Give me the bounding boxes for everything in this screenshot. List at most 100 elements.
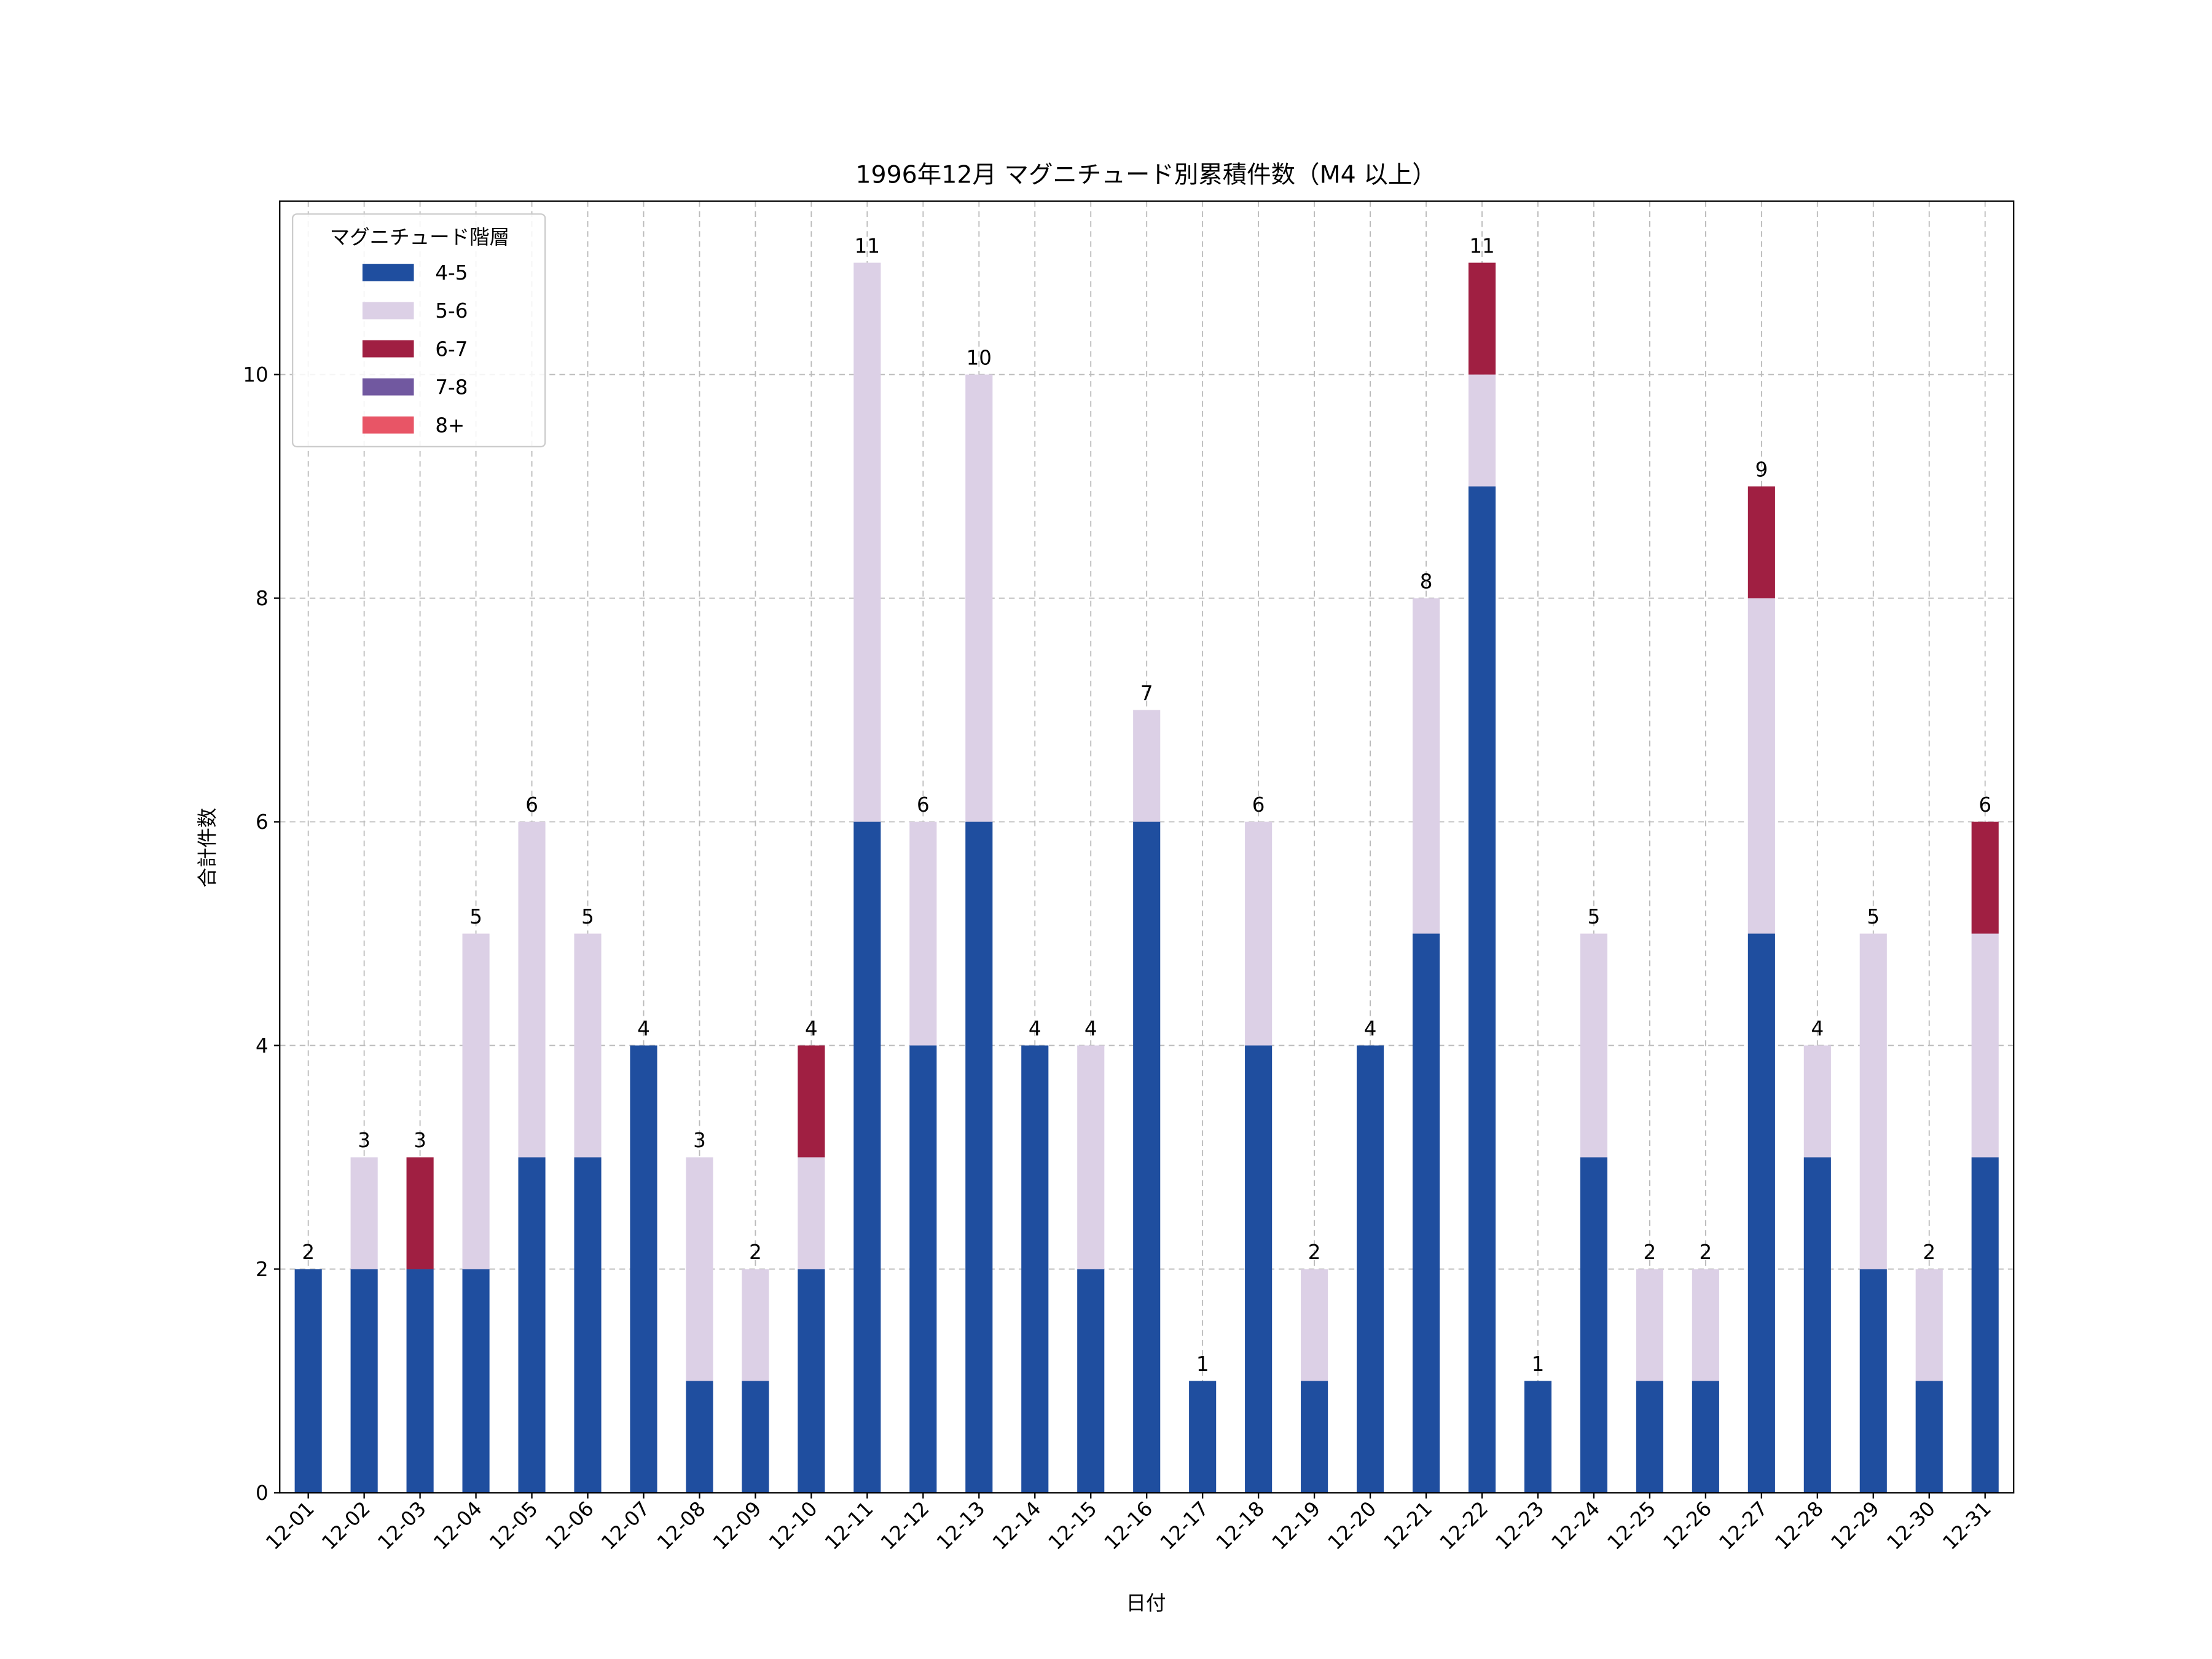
bar-segment-5-6 (1859, 933, 1887, 1269)
y-tick-label: 8 (256, 587, 269, 610)
legend-swatch-8plus (362, 416, 414, 434)
total-label: 2 (749, 1241, 762, 1264)
legend-label: 4-5 (435, 261, 468, 284)
total-label: 5 (1867, 905, 1880, 928)
bar-segment-5-6 (742, 1269, 769, 1381)
bar-segment-4-5 (909, 1045, 937, 1493)
bar-segment-5-6 (965, 374, 993, 822)
bar-segment-5-6 (350, 1157, 378, 1269)
y-axis: 0 2 4 6 8 10 (243, 363, 280, 1505)
legend-label: 5-6 (435, 299, 468, 323)
legend-title: マグニチュード階層 (330, 226, 510, 249)
bar-segment-5-6 (518, 822, 546, 1158)
bar-segment-4-5 (853, 822, 881, 1493)
legend-swatch-4-5 (362, 264, 414, 281)
bar-segment-4-5 (1915, 1381, 1943, 1493)
legend-swatch-7-8 (362, 378, 414, 396)
bar-segment-4-5 (1357, 1045, 1384, 1493)
bar-segment-4-5 (350, 1269, 378, 1493)
bar-segment-4-5 (1412, 933, 1440, 1493)
bar-segment-5-6 (909, 822, 937, 1046)
total-label: 4 (637, 1017, 650, 1040)
bar-segment-4-5 (1580, 1157, 1607, 1493)
bar-segment-4-5 (965, 822, 993, 1493)
y-axis-label: 合計件数 (195, 808, 219, 888)
total-label: 6 (917, 793, 930, 817)
total-label: 6 (1252, 793, 1265, 817)
bar-segment-6-7 (1747, 486, 1775, 598)
x-axis-label: 日付 (1126, 1591, 1166, 1615)
bar-segment-4-5 (686, 1381, 713, 1493)
bar-segment-4-5 (574, 1157, 602, 1493)
total-label: 10 (967, 346, 992, 369)
bar-segment-5-6 (686, 1157, 713, 1381)
total-label: 9 (1755, 458, 1768, 481)
bar-segment-4-5 (1747, 933, 1775, 1493)
bar-segment-4-5 (1189, 1381, 1217, 1493)
bar-segment-4-5 (462, 1269, 490, 1493)
y-tick-label: 2 (256, 1258, 269, 1281)
bar-segment-4-5 (1636, 1381, 1663, 1493)
total-label: 1 (1532, 1352, 1545, 1376)
y-tick-label: 6 (256, 810, 269, 834)
bar-segment-5-6 (798, 1157, 825, 1269)
bar-segment-4-5 (1524, 1381, 1552, 1493)
total-label: 6 (1979, 793, 1991, 817)
total-label: 4 (805, 1017, 818, 1040)
bar-segment-4-5 (1021, 1045, 1049, 1493)
legend-label: 7-8 (435, 375, 468, 399)
y-tick-label: 4 (256, 1034, 269, 1057)
bar-segment-5-6 (1301, 1269, 1328, 1381)
bar-segment-4-5 (1077, 1269, 1105, 1493)
total-label: 6 (525, 793, 538, 817)
total-label: 5 (1588, 905, 1601, 928)
total-label: 2 (1308, 1241, 1321, 1264)
bar-segment-5-6 (1580, 933, 1607, 1158)
legend-label: 8+ (435, 414, 465, 437)
bar-segment-5-6 (1692, 1269, 1719, 1381)
bars (294, 262, 1999, 1493)
bar-segment-4-5 (1133, 822, 1161, 1493)
bar-segment-5-6 (1971, 933, 1999, 1158)
total-label: 4 (1029, 1017, 1041, 1040)
total-label: 5 (469, 905, 482, 928)
total-label: 4 (1084, 1017, 1097, 1040)
y-tick-label: 0 (256, 1481, 269, 1505)
total-label: 11 (1469, 234, 1494, 257)
bar-segment-4-5 (1468, 486, 1496, 1493)
chart-title: 1996年12月 マグニチュード別累積件数（M4 以上） (855, 160, 1436, 189)
bar-segment-4-5 (1245, 1045, 1273, 1493)
bar-segment-4-5 (630, 1045, 657, 1493)
total-label: 2 (1923, 1241, 1936, 1264)
bar-segment-4-5 (1301, 1381, 1328, 1493)
legend: マグニチュード階層 4-5 5-6 6-7 7-8 8+ (291, 213, 546, 448)
total-label: 7 (1140, 681, 1153, 705)
bar-segment-5-6 (1077, 1045, 1105, 1269)
bar-segment-4-5 (1971, 1157, 1999, 1493)
total-label: 4 (1811, 1017, 1824, 1040)
total-label: 8 (1420, 570, 1433, 593)
bar-segment-5-6 (1636, 1269, 1663, 1381)
bar-segment-5-6 (462, 933, 490, 1269)
bar-segment-4-5 (1692, 1381, 1719, 1493)
legend-label: 6-7 (435, 337, 468, 361)
y-tick-label: 10 (243, 363, 268, 386)
bar-segment-5-6 (1245, 822, 1273, 1046)
total-label: 11 (855, 234, 880, 257)
total-label: 5 (581, 905, 594, 928)
bar-segment-4-5 (798, 1269, 825, 1493)
bar-segment-5-6 (1915, 1269, 1943, 1381)
bar-segment-6-7 (1971, 822, 1999, 934)
total-label: 3 (693, 1129, 706, 1152)
total-label: 2 (302, 1241, 315, 1264)
bar-segment-6-7 (406, 1157, 434, 1269)
legend-frame (291, 213, 546, 448)
total-label: 3 (358, 1129, 371, 1152)
bar-segment-5-6 (1468, 374, 1496, 487)
bar-segment-6-7 (1468, 262, 1496, 375)
bar-segment-4-5 (1803, 1157, 1831, 1493)
total-label: 3 (414, 1129, 426, 1152)
bar-segment-5-6 (574, 933, 602, 1158)
